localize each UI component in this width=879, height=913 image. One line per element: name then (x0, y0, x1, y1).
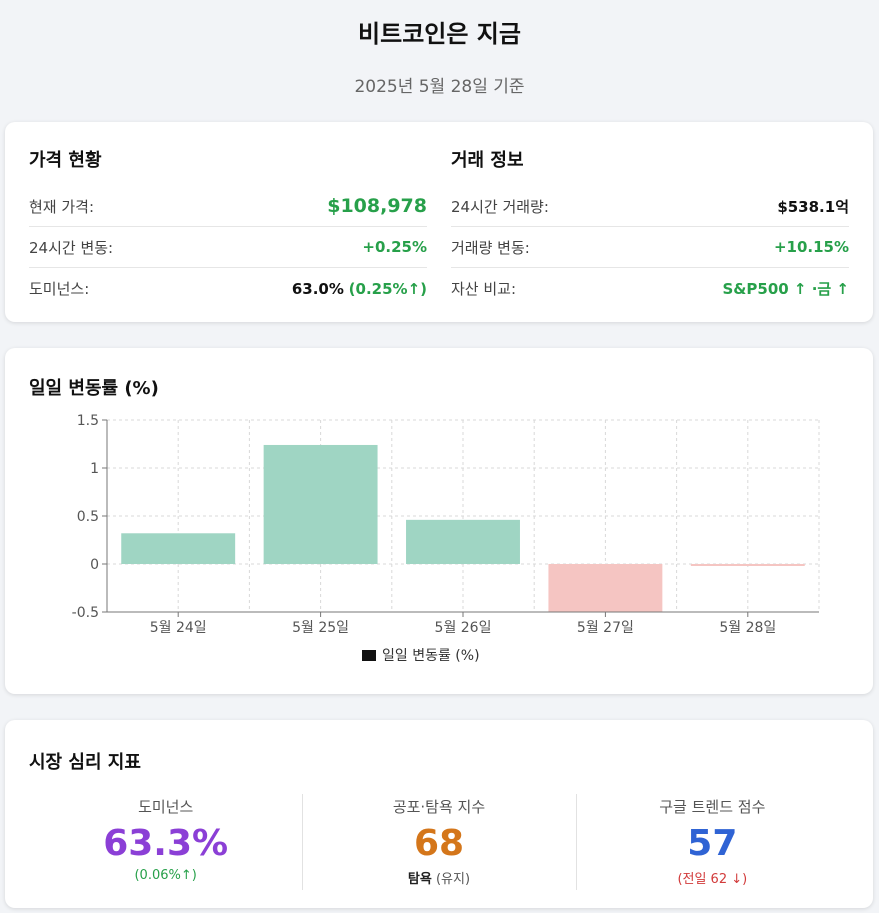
dominance-value-group: 63.0% (0.25%↑) (292, 280, 427, 298)
dominance-value: 63.0% (291, 279, 344, 298)
y-tick-label: 0.5 (77, 509, 99, 525)
y-tick-label: 1.5 (77, 413, 99, 429)
daily-change-chart: -0.5 0 0.5 1 1.5 5월 24일 5월 25일 5월 26일 5월 27일 5월 2… (72, 413, 820, 664)
dominance-row: 도미넌스: 63.0% (0.25%↑) (29, 268, 427, 309)
legend-label: 일일 변동률 (%) (382, 648, 480, 664)
x-tick-label: 5월 25일 (292, 620, 349, 636)
price-status-title: 가격 현황 (29, 150, 102, 171)
change-24h-label: 24시간 변동: (29, 238, 114, 257)
sentiment-section: 시장 심리 지표 도미넌스 63.3% (0.06%↑) 공포·탐욕 지수 68… (29, 748, 849, 890)
metric-label: 공포·탐욕 지수 (392, 798, 486, 816)
volume-24h-label: 24시간 거래량: (451, 197, 549, 216)
current-price-label: 현재 가격: (29, 197, 95, 216)
metric-google-trends: 구글 트렌드 점수 57 (전일 62 ↓) (575, 794, 849, 890)
y-tick-label: -0.5 (72, 605, 99, 621)
chart-bar (548, 564, 663, 612)
asset-compare-row: 자산 비교: S&P500 ↑ ·금 ↑ (451, 268, 849, 309)
metric-label: 구글 트렌드 점수 (659, 798, 766, 816)
volume-24h-row: 24시간 거래량: $538.1억 (451, 186, 849, 227)
metric-value: 63.3% (103, 823, 229, 864)
chart-bar (263, 444, 378, 564)
metric-value: 68 (413, 823, 465, 864)
chart-bar (690, 564, 805, 566)
metric-note-bold: 탐욕 (407, 872, 432, 887)
x-tick-label: 5월 26일 (435, 620, 492, 636)
chart-title: 일일 변동률 (%) (29, 378, 159, 399)
metric-note: 탐욕 (유지) (302, 868, 575, 887)
y-tick-label: 1 (90, 461, 99, 477)
page-subtitle: 2025년 5월 28일 기준 (354, 77, 525, 97)
dominance-change: (0.25%↑) (348, 279, 427, 298)
change-24h-row: 24시간 변동: +0.25% (29, 227, 427, 268)
trade-info-title: 거래 정보 (451, 150, 524, 171)
volume-change-label: 거래량 변동: (451, 238, 530, 257)
trade-info-section: 거래 정보 24시간 거래량: $538.1억 거래량 변동: +10.15% … (451, 146, 849, 309)
chart-bar (406, 519, 520, 564)
volume-change-value: +10.15% (773, 238, 849, 256)
asset-compare-label: 자산 비교: (451, 280, 517, 298)
page-title: 비트코인은 지금 (358, 20, 521, 48)
price-status-section: 가격 현황 현재 가격: $108,978 24시간 변동: +0.25% 도미… (29, 146, 427, 309)
x-tick-label: 5월 28일 (719, 620, 776, 636)
dominance-label: 도미넌스: (29, 280, 90, 298)
metric-value: 57 (687, 823, 738, 864)
metric-note: (0.06%↑) (134, 868, 197, 883)
asset-compare-value: S&P500 ↑ ·금 ↑ (722, 280, 850, 298)
metric-note-text: (유지) (435, 872, 471, 887)
metric-note: (전일 62 ↓) (677, 872, 748, 887)
metric-row: 도미넌스 63.3% (0.06%↑) 공포·탐욕 지수 68 탐욕 (유지) … (29, 794, 849, 890)
sentiment-card: 시장 심리 지표 도미넌스 63.3% (0.06%↑) 공포·탐욕 지수 68… (5, 720, 873, 908)
metric-fear-greed: 공포·탐욕 지수 68 탐욕 (유지) (302, 794, 575, 890)
chart-bar (121, 533, 236, 564)
legend-swatch (362, 650, 376, 661)
metric-dominance: 도미넌스 63.3% (0.06%↑) (29, 794, 302, 890)
y-tick-label: 0 (90, 557, 99, 573)
chart-card: 일일 변동률 (%) -0.5 0 0.5 1 1.5 5월 24일 5월 25일 5월 26… (5, 348, 873, 694)
current-price-value: $108,978 (327, 195, 427, 217)
metric-label: 도미넌스 (138, 798, 194, 816)
change-24h-value: +0.25% (362, 238, 427, 256)
x-tick-label: 5월 27일 (577, 620, 634, 636)
volume-24h-value: $538.1억 (777, 197, 849, 216)
x-tick-label: 5월 24일 (150, 620, 207, 636)
volume-change-row: 거래량 변동: +10.15% (451, 227, 849, 268)
current-price-row: 현재 가격: $108,978 (29, 186, 427, 227)
summary-card: 가격 현황 현재 가격: $108,978 24시간 변동: +0.25% 도미… (5, 122, 873, 322)
sentiment-title: 시장 심리 지표 (29, 752, 141, 773)
